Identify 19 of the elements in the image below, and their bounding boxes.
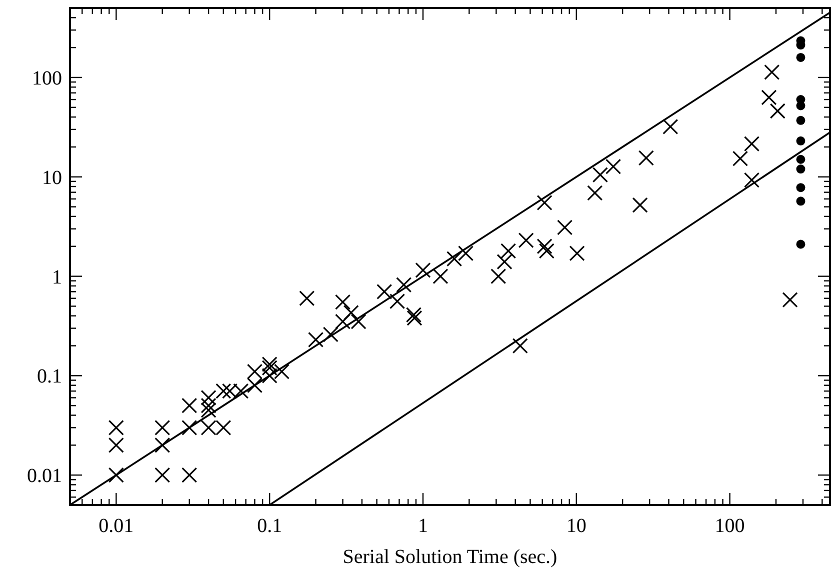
x-tick-label: 1 — [418, 515, 428, 537]
x-tick-label: 0.01 — [98, 515, 134, 537]
y-tick-label: 10 — [42, 166, 62, 189]
x-axis-title: Serial Solution Time (sec.) — [342, 546, 558, 568]
y-tick-label: 1 — [52, 266, 62, 288]
x-tick-label: 10 — [566, 515, 586, 537]
point — [796, 164, 806, 174]
y-tick-label: 0.01 — [27, 465, 62, 488]
point — [796, 240, 806, 249]
x-tick-label: 0.1 — [257, 515, 282, 537]
x-tick-label: 100 — [714, 515, 745, 537]
point — [796, 52, 806, 62]
y-tick-label: 100 — [32, 67, 62, 90]
point — [796, 196, 806, 206]
y-tick-label: 0.1 — [37, 366, 62, 388]
point — [796, 136, 806, 146]
point — [796, 116, 806, 125]
point — [796, 154, 806, 164]
point — [796, 183, 806, 192]
